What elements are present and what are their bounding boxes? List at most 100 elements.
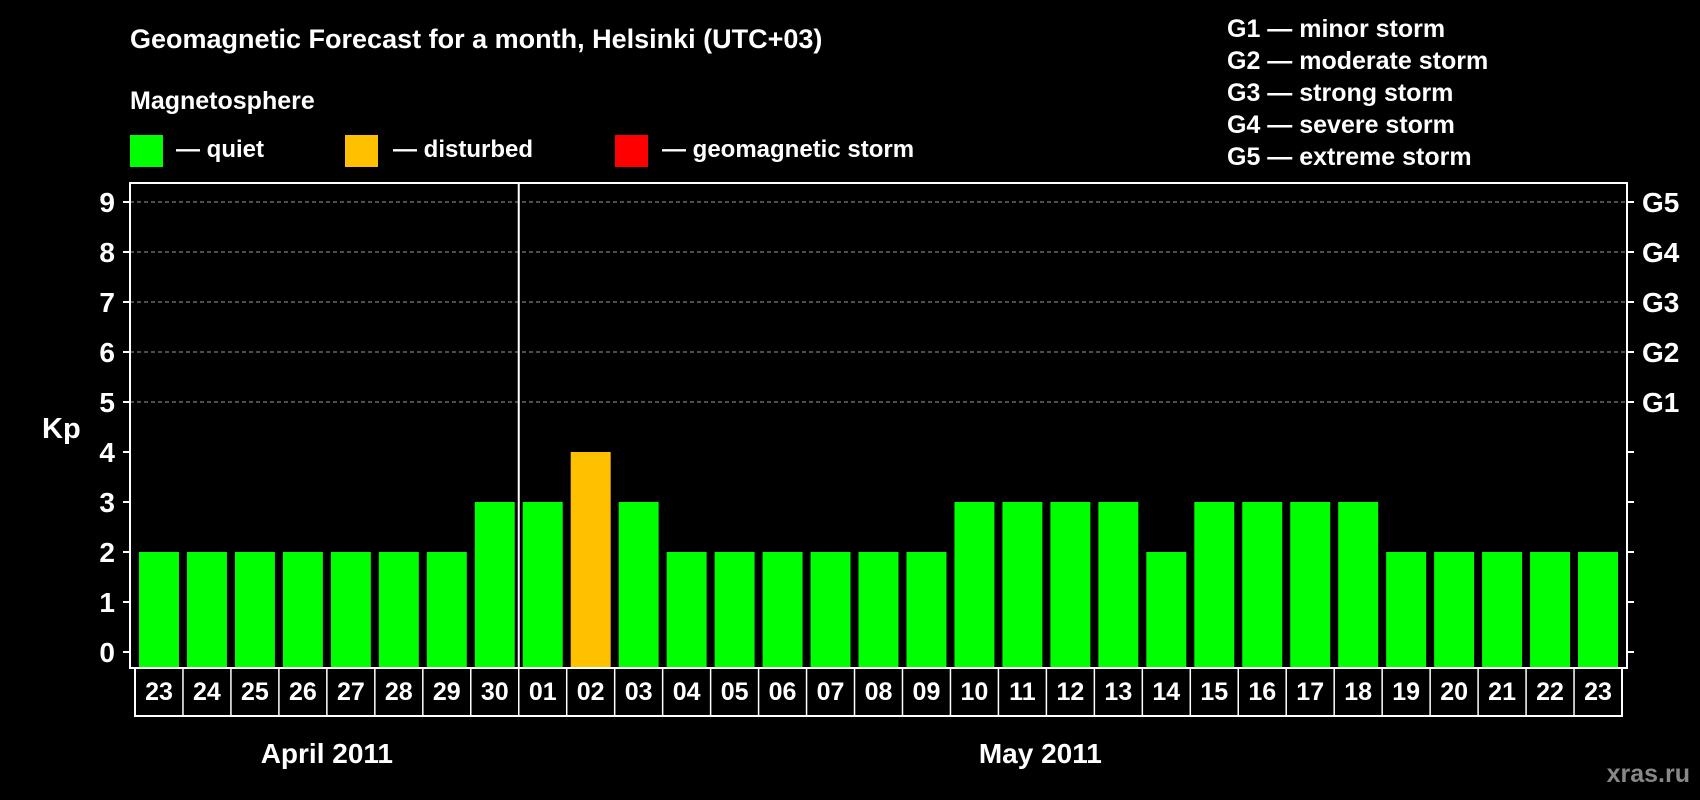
bar [474,502,515,668]
bar [666,552,707,668]
date-tick-label: 03 [625,678,653,706]
y-tick-label: 8 [99,237,115,268]
date-tick-label: 01 [529,678,557,706]
date-tick-label: 30 [481,678,509,706]
bar [1146,552,1187,668]
bar [810,552,851,668]
bar [1002,502,1043,668]
bar [762,552,803,668]
date-tick-label: 05 [721,678,749,706]
date-tick-label: 11 [1009,678,1036,706]
month-labels: April 2011 May 2011 [261,738,1102,769]
date-tick-label: 29 [433,678,461,706]
storm-level-label: G5 [1642,187,1679,218]
bar [906,552,947,668]
storm-scale-g4: G4 — severe storm [1227,111,1455,139]
date-tick-label: 23 [1584,678,1612,706]
date-tick-label: 09 [913,678,941,706]
gridlines [130,201,1627,403]
date-axis-border [134,667,1623,717]
chart-title: Geomagnetic Forecast for a month, Helsin… [130,24,822,54]
bar [282,552,323,668]
y-tick-label: 7 [99,287,115,318]
bar [954,502,995,668]
bar [1530,552,1571,668]
storm-level-label: G3 [1642,287,1679,318]
watermark: xras.ru [1607,760,1690,788]
date-tick-label: 20 [1440,678,1468,706]
bar [1482,552,1523,668]
right-axis-ticks: G1 G2 G3 G4 G5 [1627,187,1680,653]
legend-swatch-disturbed [345,135,378,167]
bar [522,502,563,668]
bar [1050,502,1091,668]
month-label: April 2011 [261,738,393,769]
bar [1194,502,1235,668]
storm-scale-g2: G2 — moderate storm [1227,47,1488,75]
legend-heading: Magnetosphere [130,87,315,115]
storm-scale-g1: G1 — minor storm [1227,15,1445,43]
date-tick-label: 06 [769,678,797,706]
date-tick-label: 27 [337,678,365,706]
date-tick-label: 21 [1488,678,1516,706]
y-tick-label: 3 [99,487,115,518]
legend-label-quiet: — quiet [176,136,264,163]
bar [858,552,899,668]
bar [1434,552,1475,668]
date-tick-label: 13 [1104,678,1132,706]
date-tick-label: 28 [385,678,413,706]
bars [139,452,1618,668]
bar [330,552,371,668]
bar [426,552,467,668]
date-tick-label: 19 [1392,678,1420,706]
date-tick-label: 15 [1200,678,1228,706]
y-tick-label: 9 [99,187,115,218]
month-label: May 2011 [979,738,1102,769]
legend-swatch-quiet [130,135,163,167]
storm-scale-g5: G5 — extreme storm [1227,143,1472,171]
date-tick-label: 12 [1056,678,1084,706]
date-tick-label: 04 [673,678,701,706]
storm-scale-g3: G3 — strong storm [1227,79,1453,107]
bar [186,552,227,668]
date-tick-label: 25 [241,678,269,706]
storm-level-label: G4 [1642,237,1680,268]
y-tick-label: 0 [99,637,115,668]
y-tick-label: 1 [99,587,115,618]
date-tick-label: 26 [289,678,317,706]
storm-level-label: G1 [1642,387,1679,418]
date-tick-label: 08 [865,678,893,706]
date-tick-label: 16 [1248,678,1276,706]
bar [1098,502,1139,668]
bar [139,552,179,668]
bar [570,452,611,668]
storm-level-label: G2 [1642,337,1679,368]
bar [618,502,659,668]
legend-label-storm: — geomagnetic storm [662,136,914,163]
date-tick-label: 10 [961,678,989,706]
bar [1386,552,1427,668]
bar [714,552,755,668]
date-tick-label: 18 [1344,678,1372,706]
y-tick-label: 4 [99,437,115,468]
bar [378,552,419,668]
legend-swatch-storm [615,135,648,167]
bar [1290,502,1331,668]
bar [1242,502,1283,668]
date-tick-label: 02 [577,678,605,706]
date-tick-label: 14 [1152,678,1180,706]
y-tick-label: 6 [99,337,115,368]
y-tick-label: 5 [99,387,115,418]
date-tick-label: 22 [1536,678,1564,706]
date-tick-label: 23 [145,678,173,706]
storm-scale: G1 — minor storm G2 — moderate storm G3 … [1227,15,1488,171]
y-axis-ticks: 0 1 2 3 4 5 6 7 8 9 [99,187,130,668]
y-axis-label: Kp [42,413,81,445]
y-tick-label: 2 [99,537,115,568]
bar [1338,502,1379,668]
date-tick-label: 24 [193,678,221,706]
date-tick-label: 17 [1296,678,1324,706]
date-tick-label: 07 [817,678,845,706]
date-axis: 23 24 25 26 27 28 29 30 01 02 03 04 05 06 07 08 09 10 11 12… [134,667,1623,717]
